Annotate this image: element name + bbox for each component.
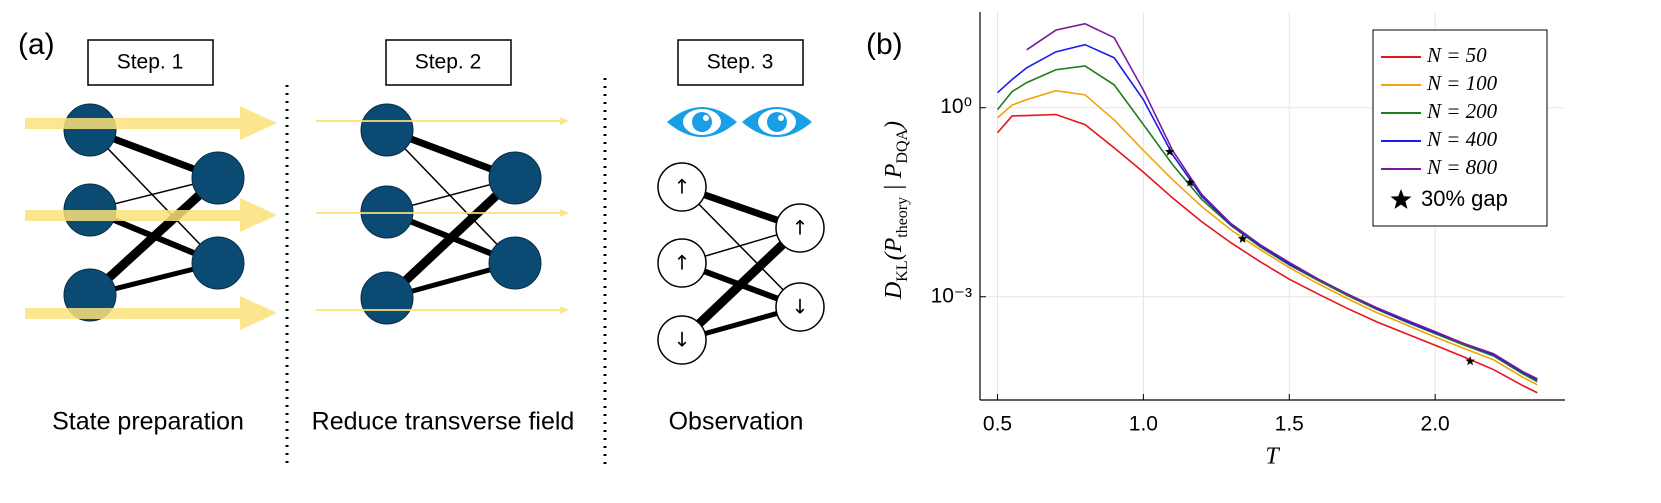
step-caption: Reduce transverse field — [312, 408, 575, 436]
legend-label: N = 100 — [1426, 71, 1498, 95]
spin: ↑ — [792, 216, 809, 240]
legend-label: N = 800 — [1426, 155, 1498, 179]
panel-label: (b) — [866, 28, 903, 61]
field-arrows — [25, 106, 569, 330]
eyes — [667, 107, 812, 137]
spin: ↑ — [674, 175, 691, 199]
series-line — [996, 89, 1538, 386]
series-line — [996, 65, 1538, 383]
spin-nodes — [657, 162, 825, 365]
step-title: Step. 3 — [707, 51, 774, 74]
step-boxes — [87, 39, 804, 86]
y-tick-label: 10⁻³ — [931, 284, 972, 307]
gap-marker — [1164, 146, 1175, 156]
y-axis-label: DKL(Ptheory | PDQA) — [881, 121, 912, 300]
step-title: Step. 2 — [415, 51, 482, 74]
spin: ↑ — [674, 251, 691, 275]
x-tick-label: 1.0 — [1129, 413, 1158, 436]
x-tick-label: 2.0 — [1421, 413, 1450, 436]
legend-marker — [1390, 189, 1412, 209]
legend-label: N = 50 — [1426, 43, 1487, 67]
gap-marker — [1237, 233, 1248, 243]
x-tick-label: 1.5 — [1275, 413, 1304, 436]
step-title: Step. 1 — [117, 51, 184, 74]
legend-label: 30% gap — [1421, 186, 1508, 211]
step-caption: Observation — [669, 408, 804, 436]
legend-label: N = 400 — [1426, 127, 1498, 151]
panel-label: (a) — [18, 28, 55, 61]
y-tick-label: 10⁰ — [940, 95, 972, 118]
step-caption: State preparation — [52, 408, 244, 436]
legend-label: N = 200 — [1426, 99, 1498, 123]
x-tick-label: 0.5 — [983, 413, 1012, 436]
spin: ↓ — [792, 295, 809, 319]
dividers — [285, 78, 607, 468]
gap-marker — [1465, 356, 1475, 366]
gap-marker — [1185, 177, 1195, 187]
x-axis-label: T — [1265, 444, 1280, 470]
spin: ↓ — [674, 328, 691, 352]
series-line — [1026, 22, 1538, 380]
series-line — [996, 113, 1538, 394]
